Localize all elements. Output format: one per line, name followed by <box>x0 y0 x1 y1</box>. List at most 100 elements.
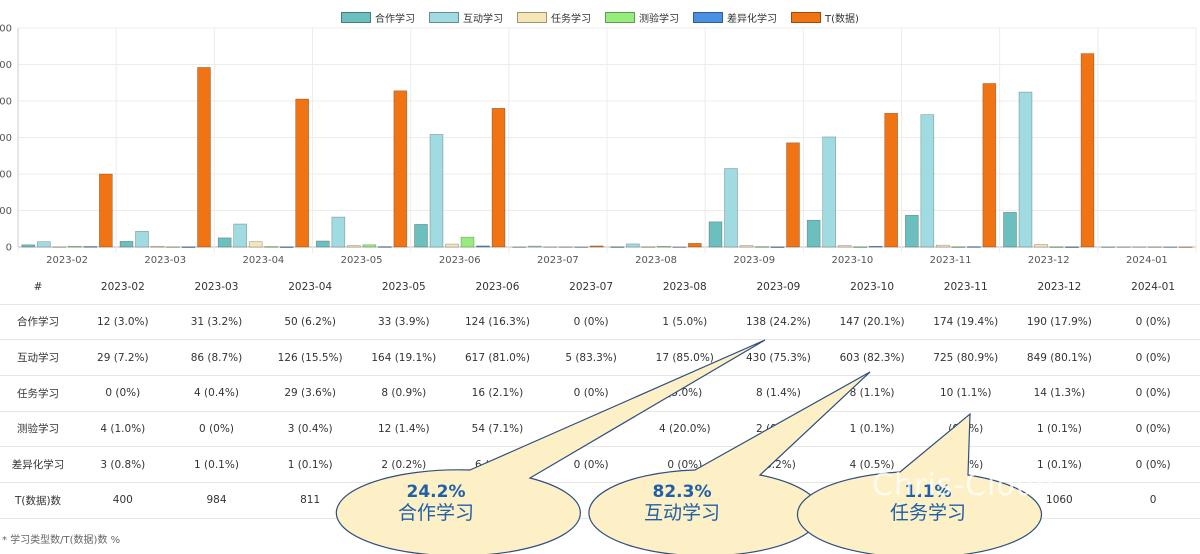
bar <box>83 246 98 248</box>
table-cell: 2 (0.2%) <box>356 446 451 483</box>
table-column-header: 2023-11 <box>943 280 988 293</box>
table-cell: 0 (0%) <box>544 446 638 483</box>
table-cell: 174 (19.4%) <box>918 303 1013 340</box>
bar <box>868 245 883 248</box>
table-column-header: 2023-08 <box>662 280 707 293</box>
table-row: 测验学习 4 (1.0%) 0 (0%) 3 (0.4%) 12 (1.4%) 54 (7… <box>0 410 1200 447</box>
data-table: # 2023-02 2023-03 2023-04 2023-05 2023-06 202… <box>0 270 1200 519</box>
table-cell: 5 (83.3%) <box>544 339 638 376</box>
table-cell: 147 (20.1%) <box>825 303 919 340</box>
legend-item[interactable]: 差异化学习 <box>693 10 777 25</box>
x-tick-label: 2023-12 <box>1028 255 1070 266</box>
legend-label: 差异化学习 <box>727 13 778 25</box>
callout-3-percent: 1.1% <box>904 482 952 502</box>
bar <box>460 236 475 248</box>
bar <box>264 246 278 248</box>
table-cell: 2 (0.4%) <box>731 410 826 447</box>
table-cell: 0 (0%) <box>76 374 170 412</box>
table-cell: 31 (3.2%) <box>169 303 264 340</box>
table-cell: 4 (20.0%) <box>637 410 732 447</box>
legend-item[interactable]: 互动学习 <box>429 10 503 25</box>
table-cell: 0 (0%) <box>637 446 732 483</box>
table-cell: 12 (1.4%) <box>356 410 451 447</box>
table-cell: 8 (1.4%) <box>731 374 826 412</box>
table-cell: 849 (80.1%) <box>1012 339 1107 376</box>
table-column-header: 2024-01 <box>1131 280 1176 293</box>
table-cell: 17 (85.0%) <box>637 339 732 376</box>
callout-1-percent: 24.2% <box>406 482 466 502</box>
bar <box>21 244 36 248</box>
table-row: 互动学习 29 (7.2%) 86 (8.7%) 126 (15.5%) 164 (19… <box>0 339 1200 376</box>
bar <box>641 246 656 248</box>
bar <box>1080 53 1095 248</box>
bar <box>217 237 232 248</box>
table-row-label: 差异化学习 <box>0 446 76 483</box>
bar <box>1018 91 1033 248</box>
legend-swatch <box>517 11 548 23</box>
table-cell: 138 (24.2%) <box>731 303 826 340</box>
bar <box>982 83 997 248</box>
table-cell: 6 (0.8%) <box>450 446 545 483</box>
y-tick-label: 600 <box>0 133 12 144</box>
table-cell: 1 (5.0%) <box>637 303 732 340</box>
bar <box>1065 246 1079 248</box>
table-cell: 725 (80.9%) <box>918 339 1013 376</box>
y-tick-label: 1200 <box>0 24 12 35</box>
legend-item[interactable]: 任务学习 <box>517 10 591 25</box>
bar <box>347 245 361 248</box>
table-column-header: 2023-07 <box>569 280 614 293</box>
legend-item[interactable]: T(数据) <box>791 10 859 25</box>
bar <box>181 246 196 248</box>
table-row-label: 互动学习 <box>0 339 76 376</box>
chart-canvas: 2023-02 2023-03 2023-04 2023-05 2023-06 2023-… <box>0 24 1197 266</box>
data-table-container: # 2023-02 2023-03 2023-04 2023-05 2023-06 202… <box>0 270 1200 519</box>
x-tick-label: 2023-03 <box>144 255 186 266</box>
table-cell: 0 (0%) <box>1106 374 1200 412</box>
bar <box>786 142 800 248</box>
table-row: 差异化学习 3 (0.8%) 1 (0.1%) 1 (0.1%) 2 (0.2%) 6 (… <box>0 446 1200 483</box>
bar <box>610 246 625 248</box>
table-row: T(数据)数 400 984 811 1060 0 <box>0 481 1200 519</box>
legend-item[interactable]: 测验学习 <box>605 10 679 25</box>
legend-label: 任务学习 <box>551 13 592 25</box>
bar <box>657 245 671 248</box>
table-cell: 984 <box>169 481 264 519</box>
table-cell: 29 (3.6%) <box>263 374 357 412</box>
bar <box>822 136 836 248</box>
callout-text-3: 1.1% 任务学习 <box>848 482 1008 525</box>
table-cell: 33 (3.9%) <box>356 303 451 340</box>
legend-swatch <box>605 11 636 23</box>
bar <box>1049 246 1064 248</box>
bar <box>135 231 149 248</box>
bar <box>724 168 738 248</box>
legend-label: T(数据) <box>825 13 859 25</box>
bar <box>936 244 950 248</box>
bar <box>68 245 82 248</box>
bar <box>967 246 981 248</box>
bar <box>295 98 309 248</box>
table-cell: 1 (0.1%) <box>825 410 919 447</box>
table-column-header: 2023-10 <box>850 280 895 293</box>
table-cell: 14 (1.3%) <box>1012 374 1107 412</box>
bar <box>755 246 769 248</box>
table-cell: 4 (0.4%) <box>169 374 264 412</box>
table-cell: (0.2%) <box>918 446 1013 483</box>
legend-swatch <box>341 11 372 23</box>
legend-item[interactable]: 合作学习 <box>341 10 415 25</box>
table-cell: 430 (75.3%) <box>731 339 826 376</box>
table-cell: 124 (16.3%) <box>450 303 545 340</box>
bar <box>905 214 919 248</box>
table-cell: 4 (0.5%) <box>825 446 919 483</box>
bar <box>248 241 263 248</box>
legend-label: 互动学习 <box>463 13 504 25</box>
table-cell: 0 (0%) <box>1106 303 1200 340</box>
bar <box>476 245 490 248</box>
legend-label: 测验学习 <box>639 13 680 25</box>
x-tick-label: 2023-07 <box>537 255 579 266</box>
callout-2-percent: 82.3% <box>652 482 712 502</box>
bar <box>331 216 346 248</box>
legend-label: 合作学习 <box>375 13 416 25</box>
bar <box>99 173 113 248</box>
table-cell: 164 (19.1%) <box>356 339 451 376</box>
